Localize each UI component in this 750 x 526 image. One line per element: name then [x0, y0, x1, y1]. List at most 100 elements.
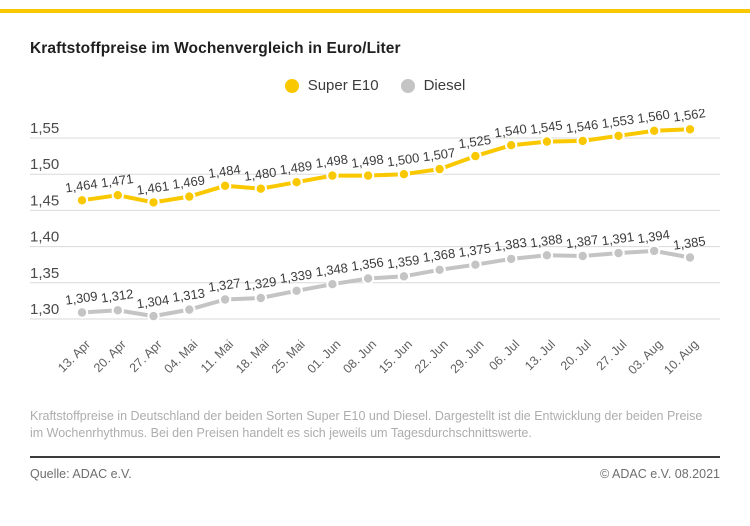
data-point-super-e10	[469, 149, 482, 163]
legend-item-super-e10: Super E10	[284, 77, 379, 94]
chart-area: 1,30 1,35 1,40 1,45 1,50 1,55 13. Apr 20. Apr 27…	[0, 105, 750, 404]
source-label: Quelle: ADAC e.V.	[30, 467, 132, 481]
data-point-label-diesel: 1,383	[493, 235, 527, 254]
x-tick-label: 06. Jul	[486, 337, 522, 373]
data-point-diesel	[683, 251, 697, 264]
data-point-diesel	[75, 306, 89, 319]
chart-description: Kraftstoffpreise in Deutschland der beid…	[30, 409, 703, 440]
data-point-diesel	[540, 249, 554, 262]
x-tick-label: 01. Jun	[305, 337, 344, 376]
data-point-label-super-e10: 1,546	[565, 117, 599, 136]
data-point-super-e10	[75, 194, 89, 207]
data-point-super-e10	[147, 196, 160, 209]
x-tick-label: 27. Jul	[594, 337, 630, 373]
data-point-label-diesel: 1,312	[100, 286, 134, 305]
x-tick-label: 04. Mai	[162, 337, 201, 376]
y-tick-label: 1,45	[30, 192, 59, 209]
y-tick-label: 1,50	[30, 156, 59, 173]
copyright-label: © ADAC e.V. 08.2021	[600, 467, 720, 481]
data-point-super-e10	[111, 189, 125, 202]
data-point-label-diesel: 1,304	[136, 292, 170, 311]
data-point-super-e10	[397, 167, 411, 181]
data-point-diesel	[361, 272, 375, 285]
data-point-super-e10	[576, 134, 589, 148]
data-point-diesel	[648, 244, 661, 258]
y-tick-label: 1,35	[30, 265, 59, 282]
data-point-label-diesel: 1,339	[279, 267, 313, 286]
data-point-label-diesel: 1,329	[243, 274, 277, 293]
data-point-diesel	[254, 291, 267, 305]
data-point-super-e10	[433, 162, 446, 176]
x-tick-label: 13. Jul	[522, 337, 558, 373]
data-point-label-diesel: 1,394	[636, 227, 670, 246]
data-point-super-e10	[326, 169, 339, 182]
data-point-label-diesel: 1,391	[601, 229, 635, 248]
data-point-label-super-e10: 1,464	[64, 176, 98, 195]
data-point-label-super-e10: 1,498	[315, 151, 349, 170]
x-tick-label: 08. Jun	[340, 337, 379, 376]
data-point-label-diesel: 1,327	[207, 275, 241, 294]
data-point-diesel	[147, 309, 160, 323]
data-point-label-super-e10: 1,489	[279, 158, 313, 177]
data-point-super-e10	[254, 182, 267, 195]
data-point-super-e10	[540, 135, 554, 148]
data-point-super-e10	[612, 129, 625, 142]
data-point-super-e10	[361, 169, 375, 182]
data-point-label-super-e10: 1,540	[493, 121, 527, 140]
data-point-diesel	[576, 249, 589, 263]
legend-dot-diesel-icon	[400, 78, 415, 93]
data-point-diesel	[111, 304, 125, 317]
data-point-label-super-e10: 1,461	[136, 178, 170, 197]
x-tick-label: 27. Apr	[127, 337, 165, 375]
x-tick-label: 22. Jun	[412, 337, 451, 376]
top-accent-bar	[0, 9, 750, 13]
data-point-diesel	[505, 252, 518, 266]
data-point-diesel	[433, 263, 446, 277]
x-tick-label: 03. Aug	[625, 337, 665, 377]
data-point-diesel	[612, 246, 625, 260]
data-point-diesel	[326, 278, 339, 291]
y-tick-label: 1,40	[30, 229, 59, 246]
data-point-super-e10	[648, 124, 661, 137]
legend-label-diesel: Diesel	[423, 77, 466, 94]
data-point-label-diesel: 1,368	[422, 246, 456, 265]
data-point-diesel	[218, 293, 232, 306]
data-point-label-super-e10: 1,469	[172, 172, 206, 191]
data-point-label-super-e10: 1,484	[207, 162, 241, 181]
x-tick-label: 29. Jun	[448, 337, 487, 376]
data-point-label-super-e10: 1,471	[100, 171, 134, 190]
data-point-label-super-e10: 1,545	[529, 117, 563, 136]
data-point-label-diesel: 1,348	[315, 260, 349, 279]
x-tick-label: 13. Apr	[55, 337, 93, 375]
data-point-label-diesel: 1,375	[458, 241, 492, 260]
y-tick-label: 1,55	[30, 120, 59, 137]
data-point-diesel	[183, 303, 196, 316]
data-point-label-diesel: 1,388	[529, 231, 563, 250]
data-point-label-super-e10: 1,562	[672, 109, 706, 125]
x-tick-label: 15. Jun	[376, 337, 415, 376]
data-point-super-e10	[505, 139, 518, 152]
legend-item-diesel: Diesel	[400, 77, 466, 94]
y-tick-label: 1,30	[30, 301, 59, 318]
data-point-label-diesel: 1,385	[672, 233, 706, 252]
data-point-super-e10	[290, 176, 303, 189]
x-tick-label: 20. Jul	[558, 337, 594, 373]
x-tick-label: 20. Apr	[91, 337, 129, 375]
legend-label-super-e10: Super E10	[307, 77, 379, 94]
footer: Quelle: ADAC e.V. © ADAC e.V. 08.2021	[30, 467, 720, 481]
footer-divider	[30, 456, 720, 458]
page-title: Kraftstoffpreise im Wochenvergleich in E…	[30, 40, 401, 57]
data-point-super-e10	[183, 190, 196, 203]
y-axis-labels: 1,30 1,35 1,40 1,45 1,50 1,55	[30, 120, 59, 318]
data-point-label-super-e10: 1,500	[386, 150, 420, 169]
x-tick-label: 10. Aug	[661, 337, 701, 377]
data-point-diesel	[469, 258, 482, 271]
data-point-label-super-e10: 1,480	[243, 165, 277, 184]
legend-dot-super-e10-icon	[284, 78, 299, 93]
data-point-label-super-e10: 1,525	[458, 132, 492, 151]
